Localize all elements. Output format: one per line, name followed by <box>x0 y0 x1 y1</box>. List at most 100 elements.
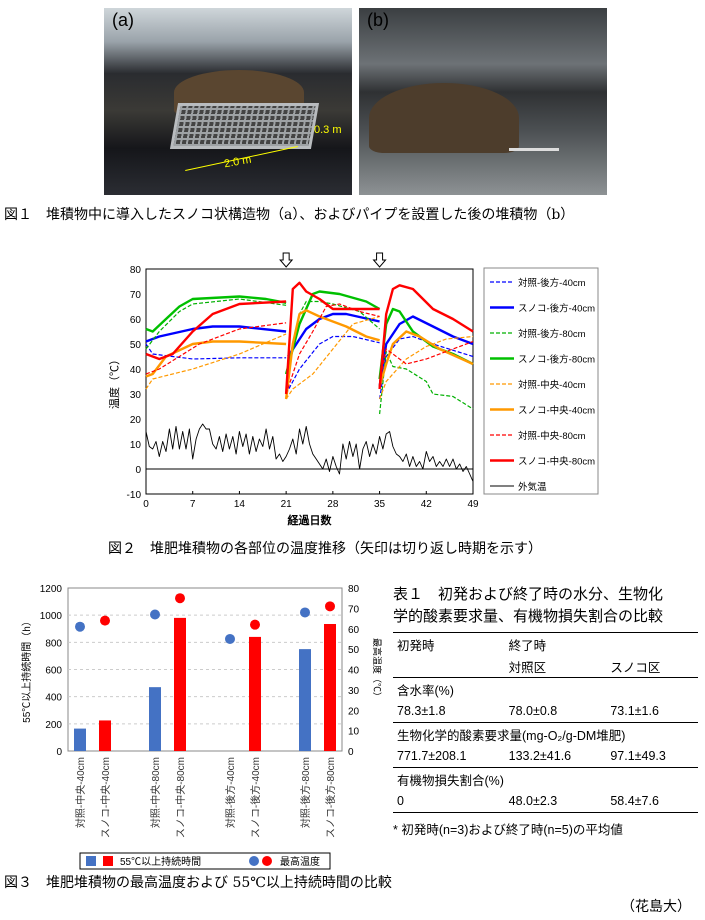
y2-tick-label: 0 <box>348 747 354 758</box>
section-label-row: 含水率(%) <box>393 678 698 701</box>
series-line-7 <box>378 284 474 390</box>
x-tick-label: 35 <box>374 499 386 510</box>
max-temp-dot <box>175 593 185 604</box>
y-tick-label: 80 <box>130 265 142 276</box>
legend-swatch-control <box>86 856 96 866</box>
series-line-0 <box>285 335 380 395</box>
category-label: スノコ-中央-40cm <box>99 757 112 838</box>
y-axis-label: 55℃以上持続時間（h） <box>20 616 33 723</box>
y2-tick-label: 20 <box>348 706 360 717</box>
header-control: 対照区 <box>508 660 547 675</box>
credit: （花島大） <box>621 899 691 915</box>
figure1-caption: 図１ 堆積物中に導入したスノコ状構造物（a）、およびパイプを設置した後の堆積物（… <box>4 207 575 223</box>
legend-label: スノコ-中央-40cm <box>518 405 595 417</box>
y2-tick-label: 60 <box>348 625 360 636</box>
y2-axis-label: 最高温度（℃） <box>372 638 383 701</box>
y-tick-label: 200 <box>45 720 62 731</box>
y-tick-label: 40 <box>130 365 142 376</box>
y2-tick-label: 40 <box>348 666 360 677</box>
legend-swatch-sunoko <box>103 856 113 866</box>
max-temp-dot <box>300 607 310 618</box>
plot-area <box>145 268 474 495</box>
y-tick-label: 0 <box>56 747 62 758</box>
series-line-1 <box>378 315 474 387</box>
bar <box>74 728 86 751</box>
category-label: 対照-後方-80cm <box>299 757 312 828</box>
series-line-6 <box>379 340 474 382</box>
photo-a: (a) 0.3 m 2.0 m <box>104 8 352 195</box>
down-arrow-icon <box>279 252 294 268</box>
cell-control: 48.0±2.3 <box>508 794 558 808</box>
y-tick-label: 400 <box>45 693 62 704</box>
legend-dot-sunoko <box>262 856 272 866</box>
table1-grid: 初発時 終了時 対照区 スノコ区 含水率(%) 78.3±1.8 78.0±0.8 73… <box>393 632 698 813</box>
category-label: スノコ-中央-80cm <box>174 757 187 838</box>
legend-label: 対照-後方-80cm <box>518 328 586 340</box>
legend-label: 対照-後方-40cm <box>518 277 586 289</box>
table1-title-line1: 表１ 初発および終了時の水分、生物化 <box>393 585 664 603</box>
series-line-3 <box>284 290 381 375</box>
table-row: 0 48.0±2.3 58.4±7.6 <box>393 790 698 813</box>
y2-tick-label: 50 <box>348 645 360 656</box>
x-tick-label: 49 <box>467 499 479 510</box>
x-axis-label: 経過日数 <box>288 513 333 527</box>
y-tick-label: -10 <box>127 490 142 501</box>
sunoko-structure <box>169 103 320 149</box>
category-label: 対照-後方-40cm <box>224 757 237 828</box>
cell-sunoko: 73.1±1.6 <box>610 704 659 718</box>
section-label: 含水率(%) <box>397 683 454 698</box>
y2-tick-label: 80 <box>348 584 360 595</box>
section-label: 生物化学的酸素要求量(mg-O₂/g-DM堆肥) <box>397 728 626 743</box>
section-label-row: 生物化学的酸素要求量(mg-O₂/g-DM堆肥) <box>393 723 698 746</box>
category-label: スノコ-後方-40cm <box>249 757 262 838</box>
y-tick-label: 30 <box>130 390 142 401</box>
figure3-caption: 図３ 堆肥堆積物の最高温度および 55℃以上持続時間の比較 <box>4 875 392 891</box>
y-tick-label: 10 <box>130 440 142 451</box>
y2-tick-label: 30 <box>348 686 360 697</box>
x-tick-label: 0 <box>143 499 149 510</box>
legend-label: スノコ-後方-40cm <box>518 303 595 315</box>
series-line-4 <box>145 333 287 390</box>
compost-pile <box>369 83 519 153</box>
max-temp-dot <box>75 621 85 632</box>
photo-b-label: (b) <box>367 10 389 30</box>
cell-control: 78.0±0.8 <box>508 704 558 718</box>
max-temp-dot <box>100 615 110 626</box>
cell-initial: 0 <box>397 794 404 808</box>
y-tick-label: 0 <box>135 465 141 476</box>
bar <box>174 617 186 751</box>
series-line-4 <box>379 335 474 400</box>
x-tick-label: 28 <box>327 499 339 510</box>
x-tick-label: 14 <box>234 499 246 510</box>
section-label-row: 有機物損失割合(%) <box>393 768 698 791</box>
series-line-5 <box>378 330 474 387</box>
legend-label: スノコ-後方-80cm <box>518 354 595 366</box>
series-line-8 <box>145 423 474 482</box>
legend-label: 対照-中央-40cm <box>518 379 586 391</box>
bar <box>324 623 336 751</box>
series-line-5 <box>145 340 287 378</box>
series-line-1 <box>287 312 380 358</box>
y-tick-label: 20 <box>130 415 142 426</box>
table1: 表１ 初発および終了時の水分、生物化 学的酸素要求量、有機物損失割合の比較 初発… <box>393 583 698 838</box>
max-temp-dot <box>325 601 335 612</box>
category-label: 対照-中央-40cm <box>74 757 87 828</box>
figure2-caption: 図２ 堆肥堆積物の各部位の温度推移（矢印は切り返し時期を示す） <box>108 541 542 557</box>
max-temp-dot <box>225 633 235 644</box>
legend <box>483 267 599 495</box>
pipe <box>509 148 559 151</box>
legend-label: 外気温 <box>518 481 547 493</box>
y-tick-label: 60 <box>130 315 142 326</box>
max-temp-dot <box>250 619 260 630</box>
header-initial: 初発時 <box>397 638 435 653</box>
category-label: スノコ-後方-80cm <box>324 757 337 838</box>
y2-tick-label: 70 <box>348 604 360 615</box>
series-line-2 <box>145 298 287 350</box>
max-temp-duration-bar-chart: 0 200 400 600 800 1000 1200 0 10 20 30 40 50 60 70 80 55… <box>20 584 383 870</box>
cell-sunoko: 58.4±7.6 <box>610 794 659 808</box>
series-line-6 <box>145 322 287 375</box>
series-line-3 <box>145 295 287 333</box>
series-line-0 <box>145 343 287 360</box>
y-tick-label: 1200 <box>40 584 63 595</box>
